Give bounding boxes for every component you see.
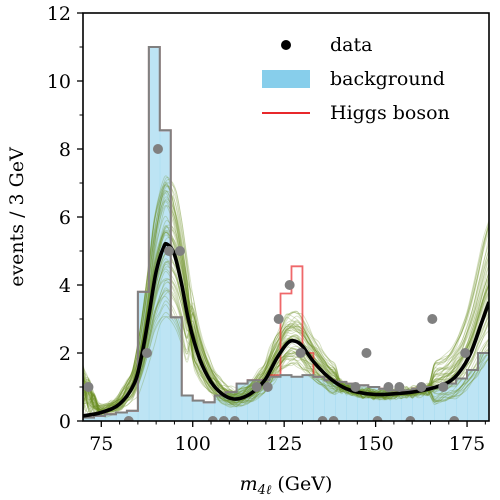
x-tick-label: 100: [175, 433, 211, 455]
background-bar: [236, 383, 248, 421]
data-point: [163, 246, 174, 256]
data-point: [152, 144, 163, 154]
x-tick-label: 150: [357, 433, 393, 455]
background-bar: [181, 395, 194, 421]
background-bar: [335, 381, 347, 421]
background-bar: [115, 412, 128, 421]
data-point: [262, 382, 273, 392]
posterior-sample-curve: [83, 281, 489, 414]
background-step-outline: [83, 46, 489, 419]
data-point: [449, 416, 460, 421]
background-bar: [247, 380, 259, 421]
data-point: [317, 416, 328, 421]
background-bar: [93, 415, 106, 421]
data-point: [251, 382, 262, 392]
posterior-sample-curve: [83, 243, 489, 414]
data-point: [361, 348, 372, 358]
data-point: [218, 416, 229, 421]
y-tick-label: 0: [59, 411, 71, 433]
background-bar: [83, 417, 95, 421]
legend-marker-background: [262, 70, 310, 88]
y-tick-label: 2: [59, 343, 71, 365]
data-point: [295, 348, 306, 358]
background-bar: [225, 392, 238, 421]
y-tick-label: 6: [59, 207, 71, 229]
posterior-sample-curve: [83, 289, 489, 417]
background-bar: [401, 390, 413, 421]
data-point: [416, 382, 427, 392]
legend-label: Higgs boson: [330, 102, 450, 124]
background-bar: [346, 383, 358, 421]
legend-marker-data: [281, 40, 291, 50]
y-tick-label: 12: [47, 3, 71, 25]
y-tick-label: 10: [47, 71, 71, 93]
data-point: [83, 382, 94, 392]
posterior-sample-curve: [83, 225, 489, 412]
x-tick-label: 175: [449, 433, 485, 455]
background-bar: [434, 387, 446, 421]
background-bar: [159, 130, 172, 421]
data-point: [123, 416, 134, 421]
background-bar: [291, 376, 303, 421]
background-bar: [324, 380, 336, 421]
background-bar: [313, 376, 325, 421]
data-point: [284, 280, 295, 290]
background-bar: [258, 380, 270, 421]
x-tick-label: 75: [89, 433, 113, 455]
background-bar: [104, 414, 117, 421]
data-point: [438, 382, 449, 392]
y-tick-label: 4: [59, 275, 71, 297]
data-point: [207, 416, 218, 421]
background-bar: [302, 375, 314, 421]
legend: data background Higgs boson: [262, 34, 450, 124]
background-bar: [214, 395, 227, 421]
background-bar: [445, 383, 457, 421]
data-point: [328, 416, 339, 421]
data-point: [350, 382, 361, 392]
x-axis-label: m4ℓ (GeV): [240, 473, 333, 498]
posterior-sample-curve: [83, 260, 489, 413]
data-point: [383, 382, 394, 392]
background-bar: [467, 370, 479, 421]
posterior-sample-curve: [83, 205, 489, 408]
data-points-layer: [83, 144, 471, 421]
background-bar: [280, 375, 292, 421]
posterior-sample-curve: [83, 287, 489, 417]
data-point: [405, 416, 416, 421]
background-bar: [148, 47, 161, 421]
histogram-layer: [83, 46, 489, 419]
y-tick-label: 8: [59, 139, 71, 161]
legend-label: data: [330, 34, 372, 56]
data-point: [427, 314, 438, 324]
background-bar: [192, 400, 205, 421]
posterior-sample-curve: [83, 181, 489, 407]
posterior-sample-curve: [83, 185, 489, 407]
y-axis-label: events / 3 GeV: [6, 147, 28, 287]
background-bar: [412, 388, 424, 421]
background-bar: [170, 317, 183, 421]
data-point: [460, 348, 471, 358]
background-bar: [456, 378, 468, 421]
background-bar: [423, 387, 435, 421]
data-point: [273, 314, 284, 324]
x-tick-label: 125: [266, 433, 302, 455]
legend-label: background: [330, 68, 445, 90]
background-bar: [390, 390, 402, 421]
background-bar: [368, 387, 380, 421]
data-point: [372, 416, 383, 421]
data-point: [174, 246, 185, 256]
posterior-sample-curve: [83, 242, 489, 413]
background-bar: [379, 388, 391, 421]
data-point: [142, 348, 153, 358]
data-point: [229, 416, 240, 421]
axes-layer: 75 100 125 150 175 0 2 4 6 8 10 12: [47, 3, 486, 455]
posterior-sample-curve: [83, 198, 489, 411]
background-bar: [478, 353, 489, 421]
background-bar: [203, 402, 216, 421]
background-bar: [357, 385, 369, 421]
background-bar: [126, 410, 139, 421]
data-point: [394, 382, 405, 392]
background-bar: [269, 376, 281, 421]
